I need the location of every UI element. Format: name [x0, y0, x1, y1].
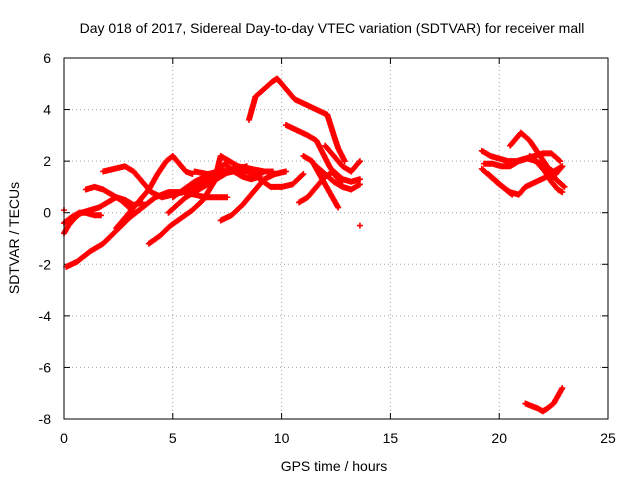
data-point	[243, 163, 250, 170]
x-tick-label: 15	[383, 430, 399, 446]
x-axis-label: GPS time / hours	[281, 458, 388, 474]
data-point	[282, 168, 289, 175]
data-point	[356, 222, 363, 229]
series-arc8	[165, 163, 250, 216]
y-tick-label: 4	[43, 102, 51, 118]
data-point	[509, 191, 516, 198]
x-tick-label: 25	[600, 430, 616, 446]
data-point	[335, 204, 342, 211]
x-tick-label: 20	[491, 430, 507, 446]
series-arc25	[522, 385, 566, 415]
data-point	[559, 189, 566, 196]
series-arc6	[113, 152, 196, 232]
data-point	[356, 176, 363, 183]
data-point	[341, 158, 348, 165]
y-tick-label: -2	[39, 256, 52, 272]
data-points	[61, 75, 568, 415]
series-arc22	[485, 171, 516, 198]
x-tick-label: 10	[274, 430, 290, 446]
y-axis-label: SDTVAR / TECUs	[6, 182, 22, 294]
series-arc18	[300, 152, 342, 211]
data-point	[300, 171, 307, 178]
y-tick-label: -4	[39, 308, 52, 324]
series-pt2	[356, 222, 363, 229]
data-point	[559, 163, 566, 170]
data-point	[561, 183, 568, 190]
data-point	[560, 182, 567, 189]
y-tick-label: 0	[43, 205, 51, 221]
data-point	[557, 158, 564, 165]
data-point	[356, 181, 363, 188]
data-point	[299, 172, 306, 179]
data-point	[508, 190, 515, 197]
plot-frame	[63, 57, 609, 420]
y-tick-label: 6	[43, 50, 51, 66]
data-point	[558, 164, 565, 171]
data-point	[559, 385, 566, 392]
x-tick-label: 5	[169, 430, 177, 446]
chart-title: Day 018 of 2017, Sidereal Day-to-day VTE…	[80, 20, 585, 36]
y-tick-label: -8	[39, 411, 52, 427]
data-point	[97, 212, 104, 219]
data-point	[556, 157, 563, 164]
data-point	[224, 194, 231, 201]
x-tick-label: 0	[60, 430, 68, 446]
axis-ticks: 0 5 10 15 20 25 -8 -6 -4 -2 0 2 4 6	[39, 50, 616, 446]
series-arc13	[245, 75, 348, 165]
series-arc15	[296, 168, 363, 206]
series-arc16	[322, 142, 363, 175]
data-point	[356, 158, 363, 165]
data-point	[355, 159, 362, 166]
series-arc11	[217, 168, 289, 224]
series-arc12	[248, 168, 307, 190]
series-arc23	[507, 129, 568, 190]
series-arc24	[526, 152, 566, 196]
grid	[64, 58, 608, 419]
y-tick-label: -6	[39, 359, 52, 375]
y-tick-label: 2	[43, 153, 51, 169]
